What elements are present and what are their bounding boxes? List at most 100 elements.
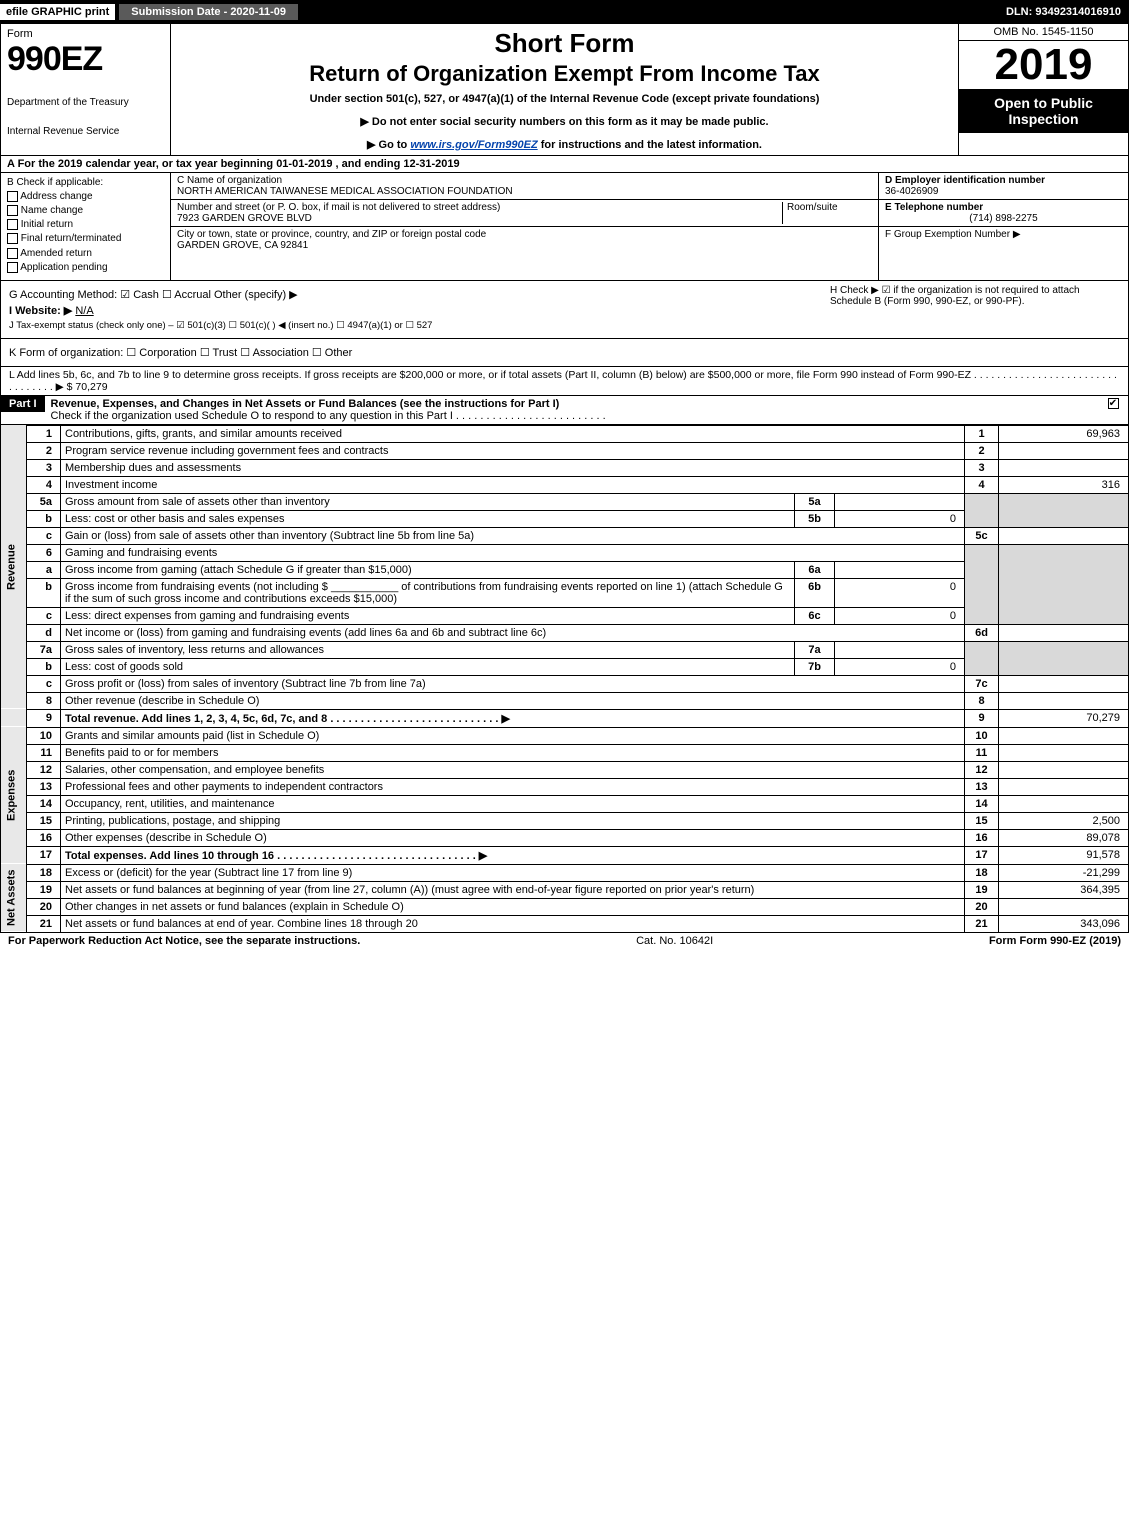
line-5b-num: b bbox=[27, 510, 61, 527]
irs-label: Internal Revenue Service bbox=[7, 126, 164, 137]
line-6b-desc: Gross income from fundraising events (no… bbox=[61, 578, 795, 607]
line-16-desc: Other expenses (describe in Schedule O) bbox=[61, 829, 965, 846]
line-6c-sub: 6c bbox=[795, 607, 835, 624]
header-left: Form 990EZ Department of the Treasury In… bbox=[1, 24, 171, 155]
rows-g-to-l: G Accounting Method: ☑ Cash ☐ Accrual Ot… bbox=[0, 281, 1129, 339]
period-row: A For the 2019 calendar year, or tax yea… bbox=[0, 156, 1129, 173]
line-18-desc: Excess or (deficit) for the year (Subtra… bbox=[61, 864, 965, 881]
chk-address-change[interactable]: Address change bbox=[7, 191, 164, 202]
line-4-amt: 316 bbox=[999, 476, 1129, 493]
header-right: OMB No. 1545-1150 2019 Open to Public In… bbox=[958, 24, 1128, 155]
line-6d-amt bbox=[999, 624, 1129, 641]
submission-date: Submission Date - 2020-11-09 bbox=[119, 4, 298, 20]
line-11-num: 11 bbox=[27, 744, 61, 761]
line-10-amt bbox=[999, 727, 1129, 744]
line-6-shade bbox=[965, 544, 999, 624]
part1-schedule-o-check[interactable] bbox=[1108, 398, 1119, 409]
line-6a-desc: Gross income from gaming (attach Schedul… bbox=[61, 561, 795, 578]
line-6c-desc: Less: direct expenses from gaming and fu… bbox=[61, 607, 795, 624]
line-9-cellnum: 9 bbox=[965, 709, 999, 727]
line-7c-amt bbox=[999, 675, 1129, 692]
org-name: NORTH AMERICAN TAIWANESE MEDICAL ASSOCIA… bbox=[177, 186, 513, 197]
line-7a-num: 7a bbox=[27, 641, 61, 658]
line-3-cellnum: 3 bbox=[965, 459, 999, 476]
line-17-amt: 91,578 bbox=[999, 846, 1129, 864]
line-5b-desc: Less: cost or other basis and sales expe… bbox=[61, 510, 795, 527]
line-6b-num: b bbox=[27, 578, 61, 607]
line-21-desc: Net assets or fund balances at end of ye… bbox=[61, 915, 965, 932]
revenue-sidelabel: Revenue bbox=[1, 425, 27, 709]
line-6c-num: c bbox=[27, 607, 61, 624]
line-8-num: 8 bbox=[27, 692, 61, 709]
line-5b-subamt: 0 bbox=[835, 510, 965, 527]
line-15-amt: 2,500 bbox=[999, 812, 1129, 829]
row-h: H Check ▶ ☑ if the organization is not r… bbox=[830, 285, 1120, 307]
line-16-amt: 89,078 bbox=[999, 829, 1129, 846]
line-6c-subamt: 0 bbox=[835, 607, 965, 624]
line-7b-desc: Less: cost of goods sold bbox=[61, 658, 795, 675]
part1-table: Revenue 1 Contributions, gifts, grants, … bbox=[0, 425, 1129, 933]
dln-label: DLN: 93492314016910 bbox=[1006, 6, 1129, 18]
line-5c-amt bbox=[999, 527, 1129, 544]
line-8-cellnum: 8 bbox=[965, 692, 999, 709]
line-6b-sub: 6b bbox=[795, 578, 835, 607]
tax-year: 2019 bbox=[959, 41, 1128, 89]
line-4-num: 4 bbox=[27, 476, 61, 493]
line-21-num: 21 bbox=[27, 915, 61, 932]
line-8-amt bbox=[999, 692, 1129, 709]
tel-label: E Telephone number bbox=[885, 202, 983, 213]
irs-link[interactable]: www.irs.gov/Form990EZ bbox=[410, 139, 537, 151]
line-2-desc: Program service revenue including govern… bbox=[61, 442, 965, 459]
line-19-num: 19 bbox=[27, 881, 61, 898]
chk-application-pending[interactable]: Application pending bbox=[7, 262, 164, 273]
top-bar: efile GRAPHIC print Submission Date - 20… bbox=[0, 0, 1129, 24]
line-6a-sub: 6a bbox=[795, 561, 835, 578]
line-13-num: 13 bbox=[27, 778, 61, 795]
line-12-cellnum: 12 bbox=[965, 761, 999, 778]
line-1-cellnum: 1 bbox=[965, 425, 999, 442]
expenses-sidelabel: Expenses bbox=[1, 727, 27, 864]
row-j: J Tax-exempt status (check only one) – ☑… bbox=[9, 320, 820, 331]
part1-label: Part I bbox=[1, 396, 45, 412]
line-11-desc: Benefits paid to or for members bbox=[61, 744, 965, 761]
line-18-cellnum: 18 bbox=[965, 864, 999, 881]
line-19-amt: 364,395 bbox=[999, 881, 1129, 898]
page-footer: For Paperwork Reduction Act Notice, see … bbox=[0, 933, 1129, 949]
line-7c-num: c bbox=[27, 675, 61, 692]
chk-final-return[interactable]: Final return/terminated bbox=[7, 233, 164, 244]
city-label: City or town, state or province, country… bbox=[177, 229, 872, 240]
row-i: I Website: ▶ N/A bbox=[9, 304, 820, 317]
line-3-amt bbox=[999, 459, 1129, 476]
omb-number: OMB No. 1545-1150 bbox=[959, 24, 1128, 41]
line-6-shade-amt bbox=[999, 544, 1129, 624]
line-11-cellnum: 11 bbox=[965, 744, 999, 761]
org-name-label: C Name of organization bbox=[177, 175, 872, 186]
info-block: B Check if applicable: Address change Na… bbox=[0, 173, 1129, 281]
ssn-note: ▶ Do not enter social security numbers o… bbox=[181, 115, 948, 128]
line-14-cellnum: 14 bbox=[965, 795, 999, 812]
form-word: Form bbox=[7, 28, 164, 40]
under-section: Under section 501(c), 527, or 4947(a)(1)… bbox=[181, 93, 948, 105]
line-9-desc: Total revenue. Add lines 1, 2, 3, 4, 5c,… bbox=[61, 709, 965, 727]
room-label: Room/suite bbox=[787, 202, 872, 213]
chk-initial-return[interactable]: Initial return bbox=[7, 219, 164, 230]
footer-right: Form Form 990-EZ (2019) bbox=[989, 935, 1121, 947]
line-20-cellnum: 20 bbox=[965, 898, 999, 915]
line-7c-cellnum: 7c bbox=[965, 675, 999, 692]
row-k: K Form of organization: ☐ Corporation ☐ … bbox=[9, 346, 1120, 359]
line-5c-desc: Gain or (loss) from sale of assets other… bbox=[61, 527, 965, 544]
line-19-cellnum: 19 bbox=[965, 881, 999, 898]
line-20-num: 20 bbox=[27, 898, 61, 915]
line-5a-num: 5a bbox=[27, 493, 61, 510]
line-1-amt: 69,963 bbox=[999, 425, 1129, 442]
efile-label[interactable]: efile GRAPHIC print bbox=[0, 4, 115, 20]
row-k-wrap: K Form of organization: ☐ Corporation ☐ … bbox=[0, 339, 1129, 367]
addr-label: Number and street (or P. O. box, if mail… bbox=[177, 202, 782, 213]
line-13-amt bbox=[999, 778, 1129, 795]
line-5c-cellnum: 5c bbox=[965, 527, 999, 544]
chk-amended-return[interactable]: Amended return bbox=[7, 248, 164, 259]
line-18-num: 18 bbox=[27, 864, 61, 881]
line-14-desc: Occupancy, rent, utilities, and maintena… bbox=[61, 795, 965, 812]
line-7b-subamt: 0 bbox=[835, 658, 965, 675]
chk-name-change[interactable]: Name change bbox=[7, 205, 164, 216]
